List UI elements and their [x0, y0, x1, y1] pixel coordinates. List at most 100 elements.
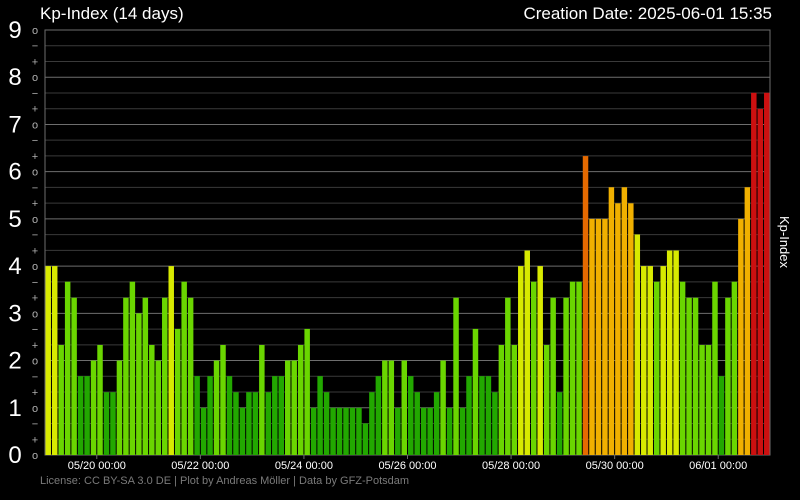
- bar-kp: [556, 392, 563, 455]
- y-minor-mark: o: [32, 356, 38, 368]
- y-minor-mark: o: [32, 403, 38, 415]
- y-minor-mark: o: [32, 72, 38, 84]
- bar-kp: [595, 218, 602, 455]
- bar-kp: [563, 297, 569, 455]
- bar-kp: [356, 407, 362, 455]
- bar-kp: [518, 266, 524, 455]
- bar-kp: [731, 281, 738, 455]
- bar-kp: [97, 344, 103, 455]
- creation-date: Creation Date: 2025-06-01 15:35: [523, 4, 772, 23]
- y-tick-label: 1: [8, 395, 21, 422]
- bar-kp: [272, 376, 278, 455]
- y-minor-mark: +: [32, 434, 38, 446]
- y-tick-label: 5: [8, 206, 21, 233]
- bar-kp: [414, 392, 420, 455]
- y-minor-mark: +: [32, 151, 38, 163]
- y-minor-mark: o: [32, 261, 38, 273]
- bar-kp: [149, 344, 155, 455]
- bar-kp: [220, 344, 226, 455]
- bar-kp: [641, 266, 647, 455]
- y-minor-mark: o: [32, 167, 38, 179]
- y-minor-mark: o: [32, 214, 38, 226]
- bar-kp: [764, 92, 770, 456]
- bar-kp: [543, 344, 550, 455]
- bar-kp: [252, 392, 259, 455]
- bar-kp: [155, 360, 162, 455]
- chart-title: Kp-Index (14 days): [40, 4, 184, 23]
- bar-kp: [679, 281, 686, 455]
- x-tick-label: 05/30 00:00: [586, 460, 644, 472]
- bar-kp: [401, 360, 407, 455]
- bar-kp: [699, 344, 705, 455]
- y-tick-label: 2: [8, 348, 21, 375]
- bar-kp: [239, 407, 246, 455]
- bar-kp: [757, 108, 764, 455]
- bar-kp: [226, 376, 233, 455]
- y-tick-label: 4: [8, 253, 21, 280]
- x-axis-ticks: 05/20 00:00 05/22 00:00 05/24 00:00 05/26 0…: [68, 455, 747, 472]
- y-minor-mark: −: [32, 88, 38, 100]
- bar-kp: [200, 407, 207, 455]
- bar-kp: [498, 344, 505, 455]
- bar-kp: [323, 392, 330, 455]
- bar-kp: [718, 376, 725, 455]
- bar-kp: [589, 218, 595, 455]
- bar-kp: [472, 328, 479, 455]
- bar-kp: [608, 187, 615, 455]
- y-minor-mark: −: [32, 182, 38, 194]
- bar-kp: [511, 344, 518, 455]
- bar-kp: [181, 281, 187, 455]
- bar-kp: [142, 297, 149, 455]
- bar-kp: [194, 376, 200, 455]
- bar-kp: [673, 250, 679, 455]
- bar-kp: [628, 203, 634, 455]
- bar-kp: [576, 281, 582, 455]
- bar-kp: [666, 250, 673, 455]
- bar-kp: [647, 266, 653, 455]
- bar-kp: [537, 266, 543, 455]
- bar-kp: [297, 344, 304, 455]
- x-tick-label: 05/24 00:00: [275, 460, 333, 472]
- bar-kp: [375, 376, 382, 455]
- y-minor-mark: o: [32, 119, 38, 131]
- bar-kp: [51, 266, 58, 455]
- bar-kp: [446, 407, 453, 455]
- y-minor-mark: +: [32, 56, 38, 68]
- bar-kp: [207, 376, 213, 455]
- bar-kp: [330, 407, 336, 455]
- bar-kp: [388, 360, 395, 455]
- bar-kp: [349, 407, 356, 455]
- bar-kp: [420, 407, 427, 455]
- y-tick-label: 3: [8, 300, 21, 327]
- bar-kp: [382, 360, 388, 455]
- bar-kp: [103, 392, 110, 455]
- bar-kp: [162, 297, 168, 455]
- y-minor-mark: −: [32, 419, 38, 431]
- y-minor-mark: o: [32, 25, 38, 37]
- bar-kp: [369, 392, 375, 455]
- x-tick-label: 05/26 00:00: [378, 460, 436, 472]
- bar-kp: [168, 266, 174, 455]
- y-minor-mark: o: [32, 308, 38, 320]
- bar-kp: [187, 297, 194, 455]
- y-minor-mark: −: [32, 324, 38, 336]
- y-axis-label: Kp-Index: [777, 216, 792, 269]
- y-tick-label: 9: [8, 17, 21, 44]
- bar-kp: [259, 344, 265, 455]
- y-tick-label: 7: [8, 111, 21, 138]
- bar-kp: [524, 250, 530, 455]
- bar-kp: [686, 297, 692, 455]
- x-tick-label: 05/20 00:00: [68, 460, 126, 472]
- bar-kp: [738, 218, 744, 455]
- y-minor-mark: +: [32, 340, 38, 352]
- x-tick-label: 05/28 00:00: [482, 460, 540, 472]
- y-minor-mark: +: [32, 104, 38, 116]
- bar-kp: [433, 392, 440, 455]
- bar-kp: [343, 407, 349, 455]
- bar-kp: [64, 281, 71, 455]
- bar-kp: [291, 360, 297, 455]
- bar-kp: [453, 297, 459, 455]
- bar-kp: [621, 187, 628, 455]
- bar-kp: [265, 392, 272, 455]
